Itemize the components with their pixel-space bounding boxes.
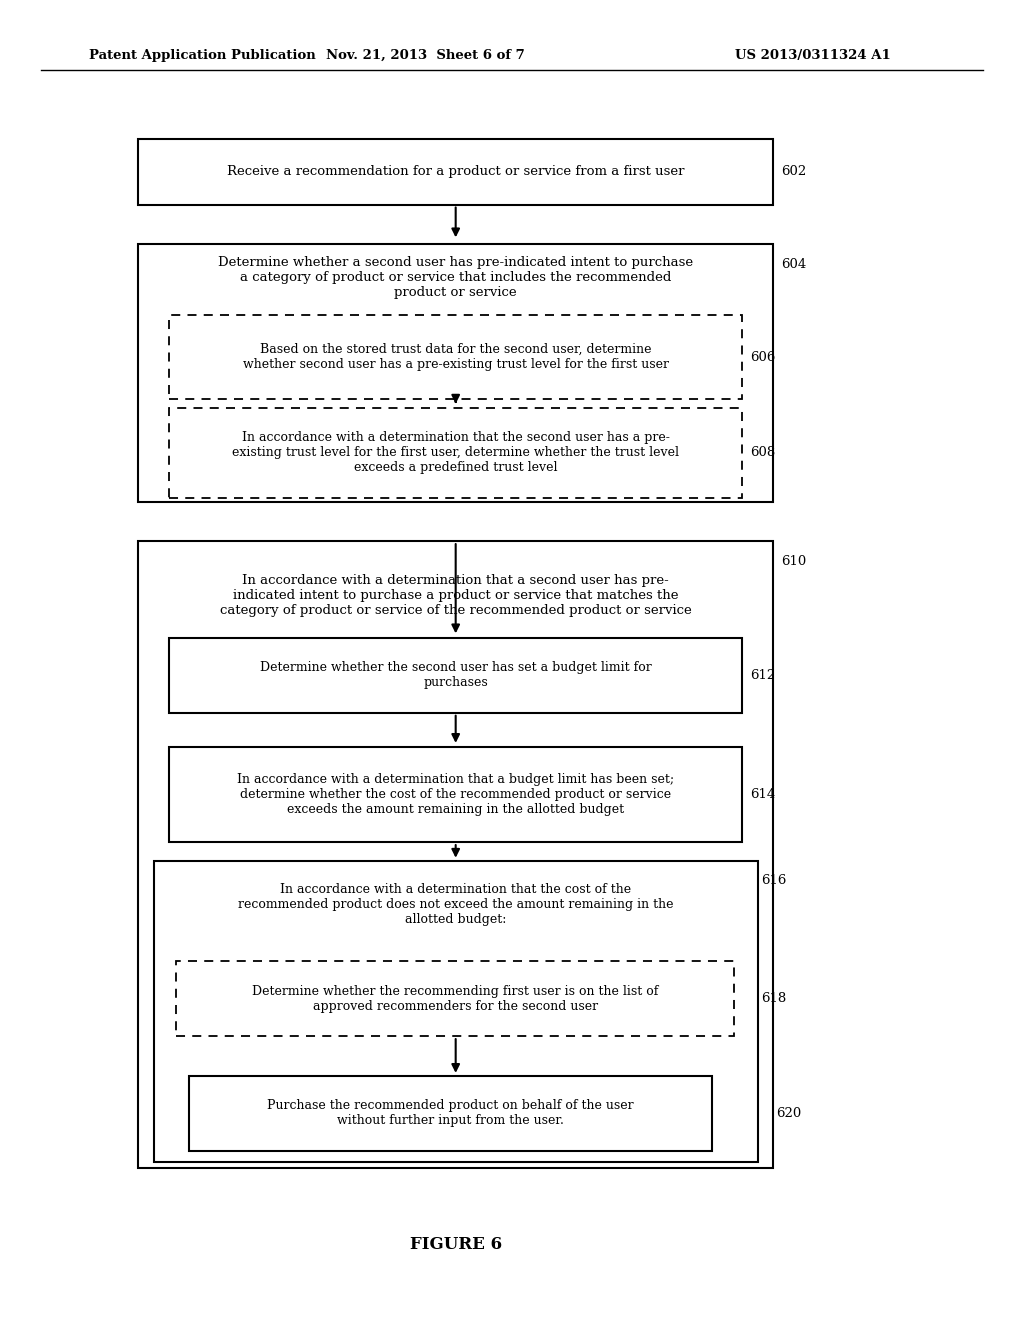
Text: 616: 616	[761, 874, 786, 887]
Text: In accordance with a determination that a budget limit has been set;
determine w: In accordance with a determination that …	[238, 774, 674, 816]
Text: Nov. 21, 2013  Sheet 6 of 7: Nov. 21, 2013 Sheet 6 of 7	[326, 49, 524, 62]
Text: Receive a recommendation for a product or service from a first user: Receive a recommendation for a product o…	[227, 165, 684, 178]
Text: 618: 618	[761, 993, 786, 1005]
Text: 602: 602	[781, 165, 807, 178]
Bar	[189, 1076, 712, 1151]
Bar	[169, 315, 742, 399]
Text: In accordance with a determination that a second user has pre-
indicated intent : In accordance with a determination that …	[220, 574, 691, 616]
Text: 604: 604	[781, 257, 807, 271]
Text: Purchase the recommended product on behalf of the user
without further input fro: Purchase the recommended product on beha…	[267, 1100, 634, 1127]
Text: Patent Application Publication: Patent Application Publication	[89, 49, 315, 62]
Text: 610: 610	[781, 554, 807, 568]
Text: 614: 614	[751, 788, 776, 801]
Text: 608: 608	[751, 446, 776, 459]
Text: In accordance with a determination that the cost of the
recommended product does: In accordance with a determination that …	[238, 883, 674, 925]
Bar	[138, 541, 773, 1168]
Bar	[169, 747, 742, 842]
Bar	[154, 861, 758, 1162]
Bar	[138, 244, 773, 502]
Text: Based on the stored trust data for the second user, determine
whether second use: Based on the stored trust data for the s…	[243, 343, 669, 371]
Text: FIGURE 6: FIGURE 6	[410, 1237, 502, 1253]
Bar	[169, 638, 742, 713]
Text: 606: 606	[751, 351, 776, 363]
Text: Determine whether a second user has pre-indicated intent to purchase
a category : Determine whether a second user has pre-…	[218, 256, 693, 298]
Bar	[138, 139, 773, 205]
Bar	[176, 961, 734, 1036]
Text: US 2013/0311324 A1: US 2013/0311324 A1	[735, 49, 891, 62]
Text: Determine whether the second user has set a budget limit for
purchases: Determine whether the second user has se…	[260, 661, 651, 689]
Text: Determine whether the recommending first user is on the list of
approved recomme: Determine whether the recommending first…	[252, 985, 658, 1012]
Text: 620: 620	[776, 1107, 802, 1119]
Text: 612: 612	[751, 669, 776, 681]
Text: In accordance with a determination that the second user has a pre-
existing trus: In accordance with a determination that …	[232, 432, 679, 474]
Bar	[169, 408, 742, 498]
